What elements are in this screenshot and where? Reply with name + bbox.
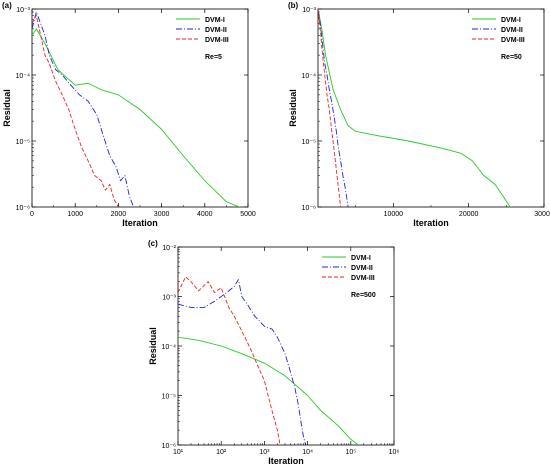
y-tick-label: 10⁻⁵ <box>302 139 316 146</box>
x-axis-label: Iteration <box>413 218 449 228</box>
y-axis-label: Residual <box>288 89 298 127</box>
x-tick-label: 30000 <box>534 211 550 218</box>
y-tick-label: 10⁻⁶ <box>162 443 176 450</box>
legend-entry: DVM-I <box>205 17 225 24</box>
legend-entry: DVM-II <box>351 265 373 272</box>
y-tick-label: 10⁻⁴ <box>162 344 177 351</box>
x-tick-label: 5000 <box>240 211 256 218</box>
reynolds-annotation: Re=50 <box>501 54 522 61</box>
series-line-dvm-ii <box>318 9 349 207</box>
series-line-dvm-ii <box>178 279 307 445</box>
y-tick-label: 10⁻² <box>162 245 176 252</box>
x-tick-label: 10¹ <box>173 449 184 456</box>
legend-entry: DVM-III <box>501 37 525 44</box>
y-axis-label: Residual <box>2 89 12 127</box>
x-tick-label: 2000 <box>111 211 127 218</box>
series-line-dvm-iii <box>32 14 119 207</box>
reynolds-annotation: Re=5 <box>205 54 222 61</box>
panel-tag: (c) <box>148 239 158 248</box>
y-tick-label: 10⁻⁶ <box>16 205 30 212</box>
y-tick-label: 10⁻⁴ <box>16 73 31 80</box>
y-tick-label: 10⁻⁴ <box>302 73 317 80</box>
series-line-dvm-iii <box>318 9 342 207</box>
legend-entry: DVM-I <box>351 255 371 262</box>
legend-entry: DVM-II <box>501 27 523 34</box>
series-group <box>318 9 511 207</box>
x-tick-label: 10⁶ <box>389 449 400 456</box>
x-tick-label: 10³ <box>259 449 270 456</box>
legend-entry: DVM-I <box>501 17 521 24</box>
series-line-dvm-i <box>318 9 511 207</box>
x-tick-label: 1000 <box>67 211 83 218</box>
x-axis-label: Iteration <box>122 218 158 228</box>
x-tick-label: 20000 <box>459 211 479 218</box>
x-tick-label: 10⁵ <box>345 449 356 456</box>
panel-tag: (a) <box>2 1 12 10</box>
y-tick-label: 10⁻³ <box>16 7 30 14</box>
legend-entry: DVM-II <box>205 27 227 34</box>
x-tick-label: 10000 <box>384 211 404 218</box>
series-group <box>178 276 359 445</box>
y-tick-label: 10⁻⁵ <box>162 394 176 401</box>
y-tick-label: 10⁻³ <box>302 7 316 14</box>
legend-entry: DVM-III <box>205 37 229 44</box>
series-line-dvm-i <box>178 336 359 445</box>
x-tick-label: 3000 <box>154 211 170 218</box>
chart-panel-b: (b) 10000 20000 30000 10⁻⁶ 10⁻⁵ 10⁻⁴ 10⁻³ Iterat… <box>288 1 550 228</box>
x-tick-label: 10⁴ <box>302 449 313 456</box>
series-line-dvm-i <box>32 28 240 207</box>
y-axis-label: Residual <box>148 327 158 365</box>
series-line-dvm-ii <box>32 11 134 207</box>
x-tick-label: 4000 <box>197 211 213 218</box>
y-tick-label: 10⁻⁶ <box>302 205 316 212</box>
x-tick-label: 10² <box>216 449 227 456</box>
series-line-dvm-iii <box>178 276 281 445</box>
x-tick-label: 0 <box>30 211 34 218</box>
chart-panel-c: (c) 10¹ 10² 10³ 10⁴ 10⁵ 10⁶ 10⁻⁶ 10⁻⁵ 10⁻⁴ 10⁻³ 10⁻… <box>148 239 399 466</box>
y-tick-label: 10⁻⁵ <box>16 139 30 146</box>
legend-entry: DVM-III <box>351 275 375 282</box>
series-group <box>32 11 240 207</box>
panel-tag: (b) <box>288 1 299 10</box>
reynolds-annotation: Re=500 <box>351 292 376 299</box>
chart-panel-a: (a) 0 1000 2000 3000 4000 5000 10⁻⁶ 10⁻⁵ 10⁻⁴ 10⁻³… <box>2 1 256 228</box>
x-axis-label: Iteration <box>268 456 304 466</box>
y-tick-label: 10⁻³ <box>162 295 176 302</box>
